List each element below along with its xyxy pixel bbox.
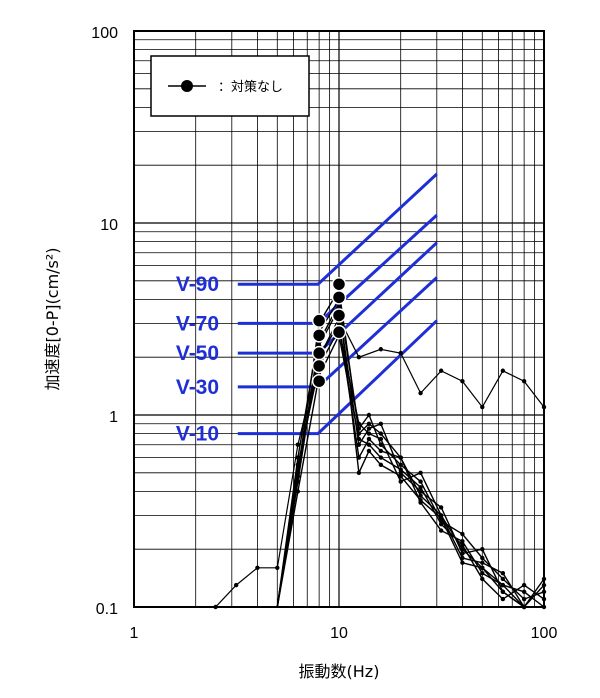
y-tick-10: 10 bbox=[100, 217, 118, 234]
series-point bbox=[521, 589, 527, 594]
series-point bbox=[233, 582, 239, 588]
series-point bbox=[500, 582, 506, 588]
series-point bbox=[480, 565, 485, 571]
series-point bbox=[295, 489, 301, 494]
series-point bbox=[366, 421, 372, 426]
x-tick-1: 1 bbox=[130, 625, 139, 642]
series-point bbox=[398, 474, 403, 479]
series-point bbox=[295, 474, 301, 479]
peak-marker bbox=[311, 328, 327, 343]
series-point bbox=[521, 582, 527, 588]
series-point bbox=[378, 462, 384, 468]
series-point bbox=[500, 570, 506, 576]
series-point bbox=[398, 350, 403, 356]
peak-marker bbox=[331, 324, 347, 340]
series-point bbox=[500, 368, 506, 373]
peak-marker bbox=[331, 276, 347, 292]
series-point bbox=[366, 431, 372, 436]
guide-line bbox=[237, 319, 438, 436]
series-point bbox=[480, 547, 485, 552]
guide-label: V-70 bbox=[176, 312, 219, 335]
y-axis-title: 加速度[0-P](cm/s²) bbox=[43, 247, 62, 390]
series-point bbox=[398, 467, 403, 472]
series-point bbox=[295, 442, 301, 447]
data-series bbox=[170, 287, 547, 610]
guide-label: V-10 bbox=[176, 423, 219, 446]
series-point bbox=[356, 470, 362, 475]
series-point bbox=[438, 505, 444, 510]
series-point bbox=[398, 455, 403, 460]
peak-marker bbox=[311, 358, 327, 374]
series-point bbox=[418, 493, 423, 498]
series-point bbox=[275, 565, 280, 571]
series-point bbox=[500, 576, 506, 582]
series-point bbox=[460, 378, 465, 384]
series-point bbox=[398, 462, 403, 468]
series-point bbox=[366, 436, 372, 442]
series-point bbox=[366, 442, 372, 447]
series-point bbox=[356, 436, 362, 442]
series-point bbox=[398, 479, 403, 484]
series-point bbox=[480, 404, 485, 410]
series-point bbox=[378, 421, 384, 426]
series-point bbox=[418, 479, 423, 484]
series-line bbox=[170, 316, 545, 608]
legend-label: ：対策なし bbox=[218, 79, 283, 95]
y-tick-1: 1 bbox=[109, 409, 118, 426]
series-point bbox=[255, 565, 260, 571]
peak-marker bbox=[311, 373, 327, 389]
series-point bbox=[366, 448, 372, 454]
peak-marker bbox=[331, 308, 347, 323]
series-point bbox=[356, 421, 362, 426]
y-tick-100: 100 bbox=[91, 25, 118, 42]
x-tick-100: 100 bbox=[531, 625, 558, 642]
peak-marker bbox=[311, 345, 327, 361]
x-axis-title: 振動数(Hz) bbox=[299, 662, 380, 681]
series-point bbox=[366, 426, 372, 431]
series-point bbox=[418, 390, 423, 396]
series-point bbox=[438, 516, 444, 521]
series-point bbox=[500, 589, 506, 594]
series-point bbox=[378, 431, 384, 436]
legend-marker-swatch bbox=[181, 80, 193, 92]
x-tick-10: 10 bbox=[330, 625, 348, 642]
series-point bbox=[480, 570, 485, 576]
series-point bbox=[460, 560, 465, 565]
series-point bbox=[378, 442, 384, 447]
series-point bbox=[378, 455, 384, 460]
legend: ：対策なし bbox=[150, 55, 310, 117]
series-point bbox=[356, 355, 362, 360]
series-point bbox=[438, 521, 444, 527]
series-point bbox=[378, 448, 384, 454]
plot-frame bbox=[133, 30, 545, 608]
series-point bbox=[438, 368, 444, 373]
series-point bbox=[418, 485, 423, 490]
series-point bbox=[521, 596, 527, 602]
series-point bbox=[438, 528, 444, 533]
series-point bbox=[460, 539, 465, 544]
peak-marker bbox=[311, 313, 327, 328]
guide-line bbox=[237, 172, 438, 286]
series-point bbox=[378, 347, 384, 352]
guide-label: V-30 bbox=[176, 376, 219, 399]
guide-label: V-90 bbox=[176, 273, 219, 296]
series-point bbox=[418, 470, 423, 475]
y-tick-0.1: 0.1 bbox=[96, 601, 118, 618]
series-point bbox=[378, 436, 384, 442]
peak-marker bbox=[331, 290, 347, 305]
series-point bbox=[366, 412, 372, 418]
series-point bbox=[480, 576, 485, 582]
guide-label: V-50 bbox=[176, 342, 219, 365]
series-point bbox=[460, 531, 465, 537]
series-point bbox=[480, 555, 485, 561]
series-point bbox=[398, 470, 403, 475]
series-point bbox=[521, 378, 527, 384]
series-point bbox=[418, 497, 423, 503]
series-point bbox=[480, 560, 485, 565]
peak-markers bbox=[311, 276, 347, 389]
series-point bbox=[460, 542, 465, 548]
series-point bbox=[500, 596, 506, 602]
